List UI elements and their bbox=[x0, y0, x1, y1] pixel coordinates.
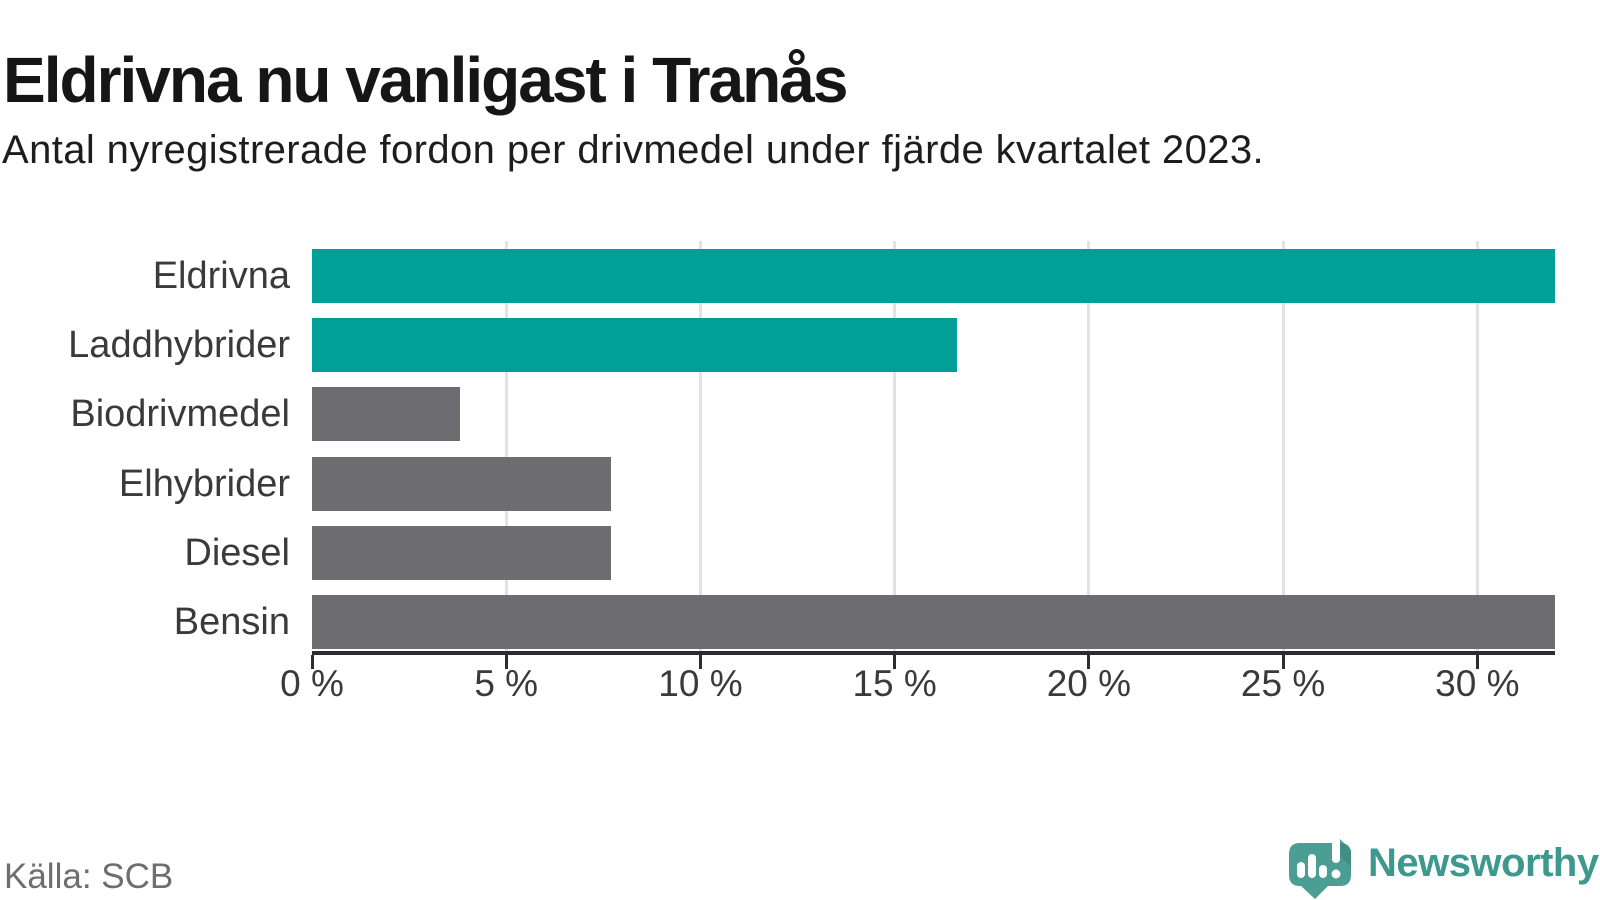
x-axis-tick-label: 0 % bbox=[280, 663, 344, 704]
x-axis-tick-label: 30 % bbox=[1435, 663, 1520, 704]
bar-diesel bbox=[312, 525, 612, 580]
x-axis-tick bbox=[310, 655, 314, 669]
bar-biodrivmedel bbox=[312, 387, 460, 442]
bar-bensin bbox=[312, 595, 1555, 649]
x-axis-tick-label: 10 % bbox=[658, 663, 743, 704]
category-label: Laddhybrider bbox=[68, 324, 290, 367]
bar-laddhybrider bbox=[312, 318, 957, 373]
newsworthy-logo-icon bbox=[1288, 833, 1352, 899]
chart-subtitle: Antal nyregistrerade fordon per drivmede… bbox=[2, 128, 1265, 172]
brand-wordmark: Newsworthy bbox=[1368, 841, 1599, 885]
category-label: Eldrivna bbox=[152, 255, 290, 297]
x-axis-tick bbox=[893, 655, 897, 669]
gridline bbox=[893, 241, 897, 651]
x-axis-tick bbox=[504, 655, 508, 669]
brand-footer: Newsworthy bbox=[1288, 833, 1599, 899]
source-note: Källa: SCB bbox=[4, 857, 174, 896]
bar-eldrivna bbox=[312, 249, 1555, 303]
x-axis-tick-label: 5 % bbox=[474, 663, 539, 704]
category-label: Diesel bbox=[184, 531, 290, 574]
x-axis-tick-label: 20 % bbox=[1046, 663, 1132, 704]
x-axis-tick-label: 15 % bbox=[852, 663, 937, 704]
x-axis-tick bbox=[1475, 655, 1479, 669]
x-axis-tick bbox=[1281, 655, 1285, 669]
x-axis-tick-label: 25 % bbox=[1240, 663, 1326, 704]
page-title: Eldrivna nu vanligast i Tranås bbox=[3, 43, 848, 116]
category-label: Elhybrider bbox=[118, 462, 290, 505]
gridline bbox=[504, 241, 508, 651]
bar-elhybrider bbox=[312, 456, 612, 511]
category-label: Biodrivmedel bbox=[70, 393, 290, 436]
category-label: Bensin bbox=[173, 601, 290, 643]
x-axis-tick bbox=[698, 655, 702, 669]
plot-area bbox=[312, 241, 1555, 655]
gridline bbox=[1087, 241, 1091, 651]
gridline bbox=[698, 241, 702, 651]
gridline bbox=[1475, 241, 1479, 651]
x-axis-tick bbox=[1087, 655, 1091, 669]
gridline bbox=[1281, 241, 1285, 651]
